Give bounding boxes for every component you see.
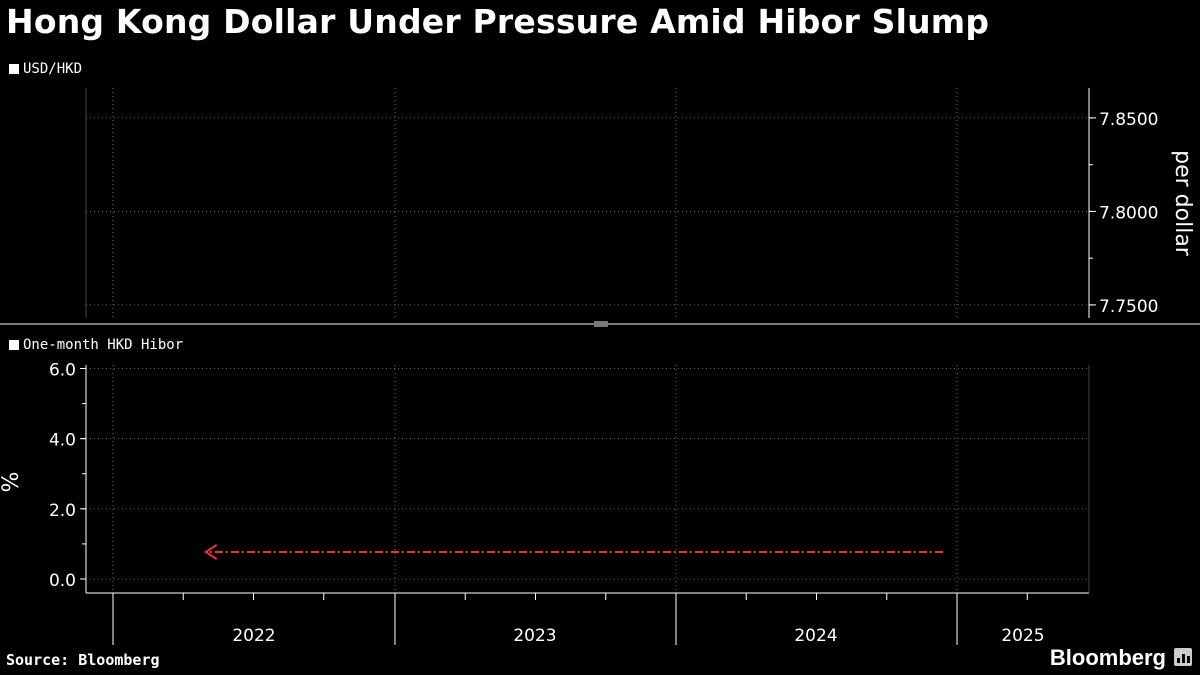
hibor-y-ticks: 0.0 2.0 4.0 6.0 [49, 361, 86, 591]
source-note: Source: Bloomberg [6, 651, 160, 669]
bloomberg-logo: Bloomberg [1049, 645, 1166, 670]
year-label: 2022 [232, 626, 275, 646]
red-dashed-arrow [203, 544, 943, 560]
usd-hkd-gridlines [86, 88, 1089, 318]
hibor-y-axis-title: % [0, 472, 24, 493]
year-label: 2025 [1001, 626, 1044, 646]
x-axis-years: 2022 2023 2024 2025 [112, 593, 1045, 646]
usd-hkd-legend: USD/HKD [9, 61, 82, 77]
usd-hkd-tick-label: 7.8500 [1099, 110, 1158, 130]
hibor-tick-label: 4.0 [49, 431, 76, 451]
panel-divider-handle-lower [594, 325, 608, 327]
hibor-gridlines [86, 365, 1089, 593]
arrow-head [203, 544, 218, 560]
hibor-tick-label: 0.0 [49, 571, 76, 591]
hibor-legend: One-month HKD Hibor [9, 337, 183, 353]
usd-hkd-legend-swatch [9, 64, 19, 74]
hibor-legend-label: One-month HKD Hibor [23, 337, 184, 353]
usd-hkd-legend-label: USD/HKD [23, 61, 83, 77]
usd-hkd-tick-label: 7.8000 [1099, 203, 1158, 223]
hibor-tick-label: 6.0 [49, 361, 76, 381]
hibor-legend-swatch [9, 340, 19, 350]
hibor-tick-label: 2.0 [49, 501, 76, 521]
bloomberg-chart-icon [1174, 648, 1192, 666]
usd-hkd-tick-label: 7.7500 [1099, 297, 1158, 317]
year-label: 2024 [794, 626, 837, 646]
panel-divider-handle [594, 321, 608, 323]
chart-title: Hong Kong Dollar Under Pressure Amid Hib… [6, 2, 990, 41]
year-label: 2023 [513, 626, 556, 646]
usd-hkd-y-ticks: 7.7500 7.8000 7.8500 [1089, 110, 1158, 317]
usd-hkd-y-axis-title: per dollar [1170, 150, 1195, 257]
